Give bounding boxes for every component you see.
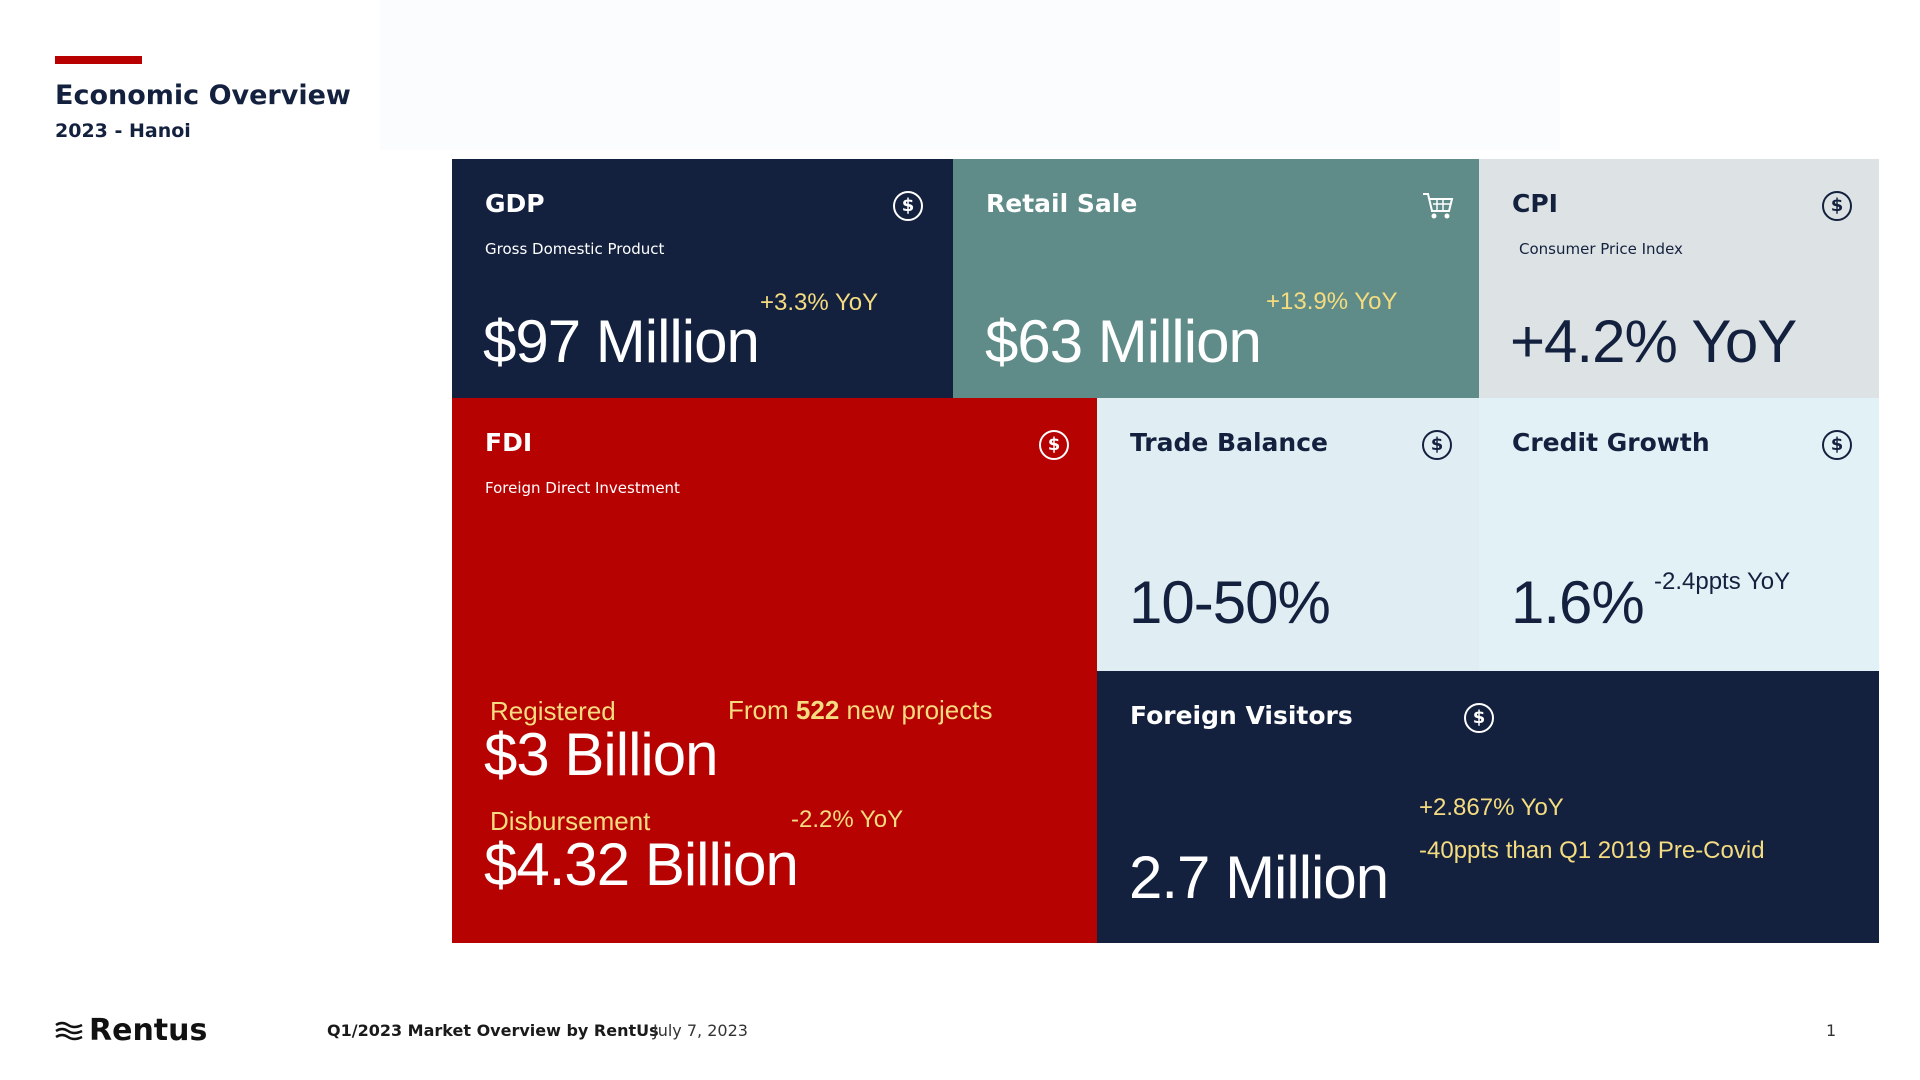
page-title: Economic Overview [55,80,351,111]
title-accent-bar [55,56,142,64]
retail-sale-change: +13.9% YoY [1266,288,1398,315]
gdp-change: +3.3% YoY [760,289,879,316]
cpi-description: Consumer Price Index [1519,240,1683,258]
fdi-tile: FDI Foreign Direct Investment $ Register… [452,398,1097,943]
page-subtitle: 2023 - Hanoi [55,120,191,142]
gdp-title: GDP [485,189,545,218]
dollar-circle-icon: $ [1822,191,1852,221]
credit-growth-value: 1.6% [1511,569,1645,636]
foreign-visitors-note: -40ppts than Q1 2019 Pre-Covid [1419,837,1765,864]
wave-logo-icon [55,1021,83,1040]
footer-caption: Q1/2023 Market Overview by RentUs [327,1021,659,1040]
fdi-projects-suffix: new projects [846,695,993,725]
footer-date: July 7, 2023 [653,1021,748,1040]
credit-growth-title: Credit Growth [1512,428,1710,457]
foreign-visitors-change: +2.867% YoY [1419,794,1564,821]
gdp-value: $97 Million [483,308,760,375]
fdi-registered-label: Registered [490,696,616,726]
fdi-disbursement-change: -2.2% YoY [791,806,904,833]
header-background-panel [380,0,1560,150]
gdp-tile: GDP Gross Domestic Product $ +3.3% YoY $… [452,159,953,398]
credit-growth-tile: Credit Growth $ 1.6% -2.4ppts YoY [1479,398,1879,671]
dollar-circle-icon: $ [1039,430,1069,460]
shopping-cart-icon [1423,193,1454,219]
trade-balance-value: 10-50% [1129,569,1331,636]
gdp-description: Gross Domestic Product [485,240,665,258]
fdi-disbursement-value: $4.32 Billion [484,831,799,898]
cpi-title: CPI [1512,189,1558,218]
foreign-visitors-value: 2.7 Million [1129,844,1389,911]
fdi-disbursement-label: Disbursement [490,806,651,836]
trade-balance-tile: Trade Balance $ 10-50% [1097,398,1479,671]
fdi-projects-prefix: From [728,695,789,725]
cpi-tile: CPI Consumer Price Index $ +4.2% YoY [1479,159,1879,398]
retail-sale-tile: Retail Sale +13.9% YoY $63 Million [953,159,1479,398]
page-number: 1 [1826,1021,1837,1040]
foreign-visitors-title: Foreign Visitors [1130,701,1353,730]
retail-sale-value: $63 Million [985,308,1262,375]
trade-balance-title: Trade Balance [1130,428,1328,457]
credit-growth-change: -2.4ppts YoY [1654,568,1791,595]
fdi-projects-count: 522 [795,695,840,725]
dollar-circle-icon: $ [1822,430,1852,460]
fdi-registered-value: $3 Billion [484,721,718,788]
fdi-description: Foreign Direct Investment [485,479,680,497]
fdi-title: FDI [485,428,533,457]
dollar-circle-icon: $ [1422,430,1452,460]
cpi-value: +4.2% YoY [1510,308,1797,375]
footer-brand: Rentus [89,1013,208,1048]
dollar-circle-icon: $ [1464,703,1494,733]
foreign-visitors-tile: Foreign Visitors $ +2.867% YoY -40ppts t… [1097,671,1879,943]
retail-sale-title: Retail Sale [986,189,1138,218]
dollar-circle-icon: $ [893,191,923,221]
fdi-projects-note: From 522 new projects [728,695,993,726]
footer-logo: Rentus [55,1013,207,1048]
